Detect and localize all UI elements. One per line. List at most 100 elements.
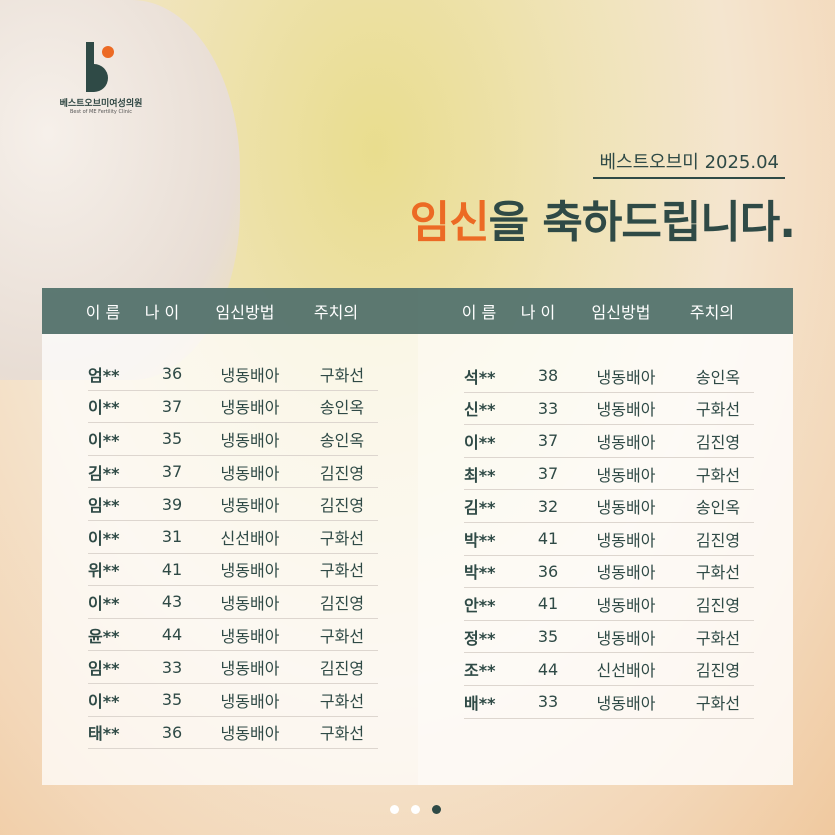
cell-name: 임** xyxy=(88,659,120,679)
cell-age: 37 xyxy=(161,396,183,416)
header-doctor: 주치의 xyxy=(313,303,359,322)
cell-doctor: 김진영 xyxy=(695,530,741,550)
cell-name: 이** xyxy=(88,691,120,711)
cell-method: 냉동배아 xyxy=(596,465,656,485)
cell-age: 35 xyxy=(161,690,183,710)
cell-doctor: 김진영 xyxy=(695,661,741,681)
cell-age: 43 xyxy=(161,592,183,612)
cell-age: 36 xyxy=(161,364,183,384)
table-right: 이 름 나 이 임신방법 주치의 석** 38 냉동배아 송인옥 신** 33 냉동배아 구화… xyxy=(418,288,793,785)
cell-method: 신선배아 xyxy=(596,661,656,681)
cell-doctor: 김진영 xyxy=(695,432,741,452)
table-row: 태** 36 냉동배아 구화선 xyxy=(88,717,378,750)
cell-name: 최** xyxy=(464,465,496,485)
cell-age: 37 xyxy=(537,464,559,484)
table-row: 박** 36 냉동배아 구화선 xyxy=(464,556,754,589)
cell-name: 정** xyxy=(464,628,496,648)
table-header: 이 름 나 이 임신방법 주치의 xyxy=(418,288,793,334)
cell-name: 윤** xyxy=(88,626,120,646)
cell-method: 냉동배아 xyxy=(596,432,656,452)
table-row: 배** 33 냉동배아 구화선 xyxy=(464,686,754,719)
cell-age: 36 xyxy=(537,561,559,581)
pagination-dot[interactable] xyxy=(411,805,420,814)
cell-doctor: 김진영 xyxy=(319,659,365,679)
cell-age: 35 xyxy=(161,429,183,449)
table-row: 신** 33 냉동배아 구화선 xyxy=(464,393,754,426)
cell-method: 신선배아 xyxy=(220,528,280,548)
cell-name: 안** xyxy=(464,595,496,615)
cell-age: 37 xyxy=(161,462,183,482)
cell-method: 냉동배아 xyxy=(220,365,280,385)
cell-doctor: 구화선 xyxy=(319,561,365,581)
pagination xyxy=(390,805,441,814)
cell-name: 임** xyxy=(88,496,120,516)
cell-method: 냉동배아 xyxy=(596,400,656,420)
cell-age: 41 xyxy=(161,559,183,579)
cell-age: 41 xyxy=(537,529,559,549)
cell-name: 이** xyxy=(88,430,120,450)
logo-text-en: Best of ME Fertility Clinic xyxy=(69,109,133,115)
cell-doctor: 김진영 xyxy=(319,593,365,613)
cell-age: 39 xyxy=(161,494,183,514)
cell-age: 33 xyxy=(537,398,559,418)
header-name: 이 름 xyxy=(85,303,121,322)
header-name: 이 름 xyxy=(461,303,497,322)
cell-doctor: 구화선 xyxy=(319,365,365,385)
table-row: 박** 41 냉동배아 김진영 xyxy=(464,523,754,556)
cell-age: 37 xyxy=(537,431,559,451)
title-rest: 을 축하드립니다. xyxy=(488,197,796,248)
table-row: 김** 32 냉동배아 송인옥 xyxy=(464,490,754,523)
cell-doctor: 구화선 xyxy=(319,528,365,548)
cell-method: 냉동배아 xyxy=(220,430,280,450)
pagination-dot[interactable] xyxy=(432,805,441,814)
cell-age: 32 xyxy=(537,496,559,516)
cell-method: 냉동배아 xyxy=(220,724,280,744)
table-row: 임** 33 냉동배아 김진영 xyxy=(88,651,378,684)
table-row: 윤** 44 냉동배아 구화선 xyxy=(88,619,378,652)
cell-age: 33 xyxy=(161,657,183,677)
cell-doctor: 구화선 xyxy=(319,626,365,646)
cell-doctor: 구화선 xyxy=(695,400,741,420)
cell-name: 박** xyxy=(464,530,496,550)
cell-method: 냉동배아 xyxy=(596,693,656,713)
cell-doctor: 송인옥 xyxy=(319,398,365,418)
table-row: 석** 38 냉동배아 송인옥 xyxy=(464,360,754,393)
cell-doctor: 구화선 xyxy=(319,724,365,744)
cell-age: 31 xyxy=(161,527,183,547)
table-row: 이** 43 냉동배아 김진영 xyxy=(88,586,378,619)
cell-doctor: 송인옥 xyxy=(695,498,741,518)
cell-method: 냉동배아 xyxy=(220,463,280,483)
cell-name: 이** xyxy=(88,398,120,418)
cell-method: 냉동배아 xyxy=(220,398,280,418)
cell-name: 엄** xyxy=(88,365,120,385)
cell-name: 이** xyxy=(464,432,496,452)
cell-doctor: 김진영 xyxy=(695,595,741,615)
cell-age: 41 xyxy=(537,594,559,614)
table-left: 이 름 나 이 임신방법 주치의 엄** 36 냉동배아 구화선 이** 37 냉동배아 송인… xyxy=(42,288,418,785)
clinic-logo: 베스트오브미여성의원 Best of ME Fertility Clinic xyxy=(46,42,156,115)
cell-name: 위** xyxy=(88,561,120,581)
table-row: 엄** 36 냉동배아 구화선 xyxy=(88,358,378,391)
cell-doctor: 송인옥 xyxy=(319,430,365,450)
table-row: 이** 35 냉동배아 송인옥 xyxy=(88,423,378,456)
cell-method: 냉동배아 xyxy=(220,659,280,679)
table-row: 이** 37 냉동배아 김진영 xyxy=(464,425,754,458)
pagination-dot[interactable] xyxy=(390,805,399,814)
table-row: 안** 41 냉동배아 김진영 xyxy=(464,588,754,621)
cell-doctor: 구화선 xyxy=(695,563,741,583)
cell-age: 35 xyxy=(537,627,559,647)
table-row: 정** 35 냉동배아 구화선 xyxy=(464,621,754,654)
title-highlight: 임신 xyxy=(409,197,490,248)
header-age: 나 이 xyxy=(520,303,556,322)
cell-doctor: 김진영 xyxy=(319,496,365,516)
cell-method: 냉동배아 xyxy=(220,593,280,613)
cell-age: 44 xyxy=(161,625,183,645)
cell-name: 태** xyxy=(88,724,120,744)
cell-method: 냉동배아 xyxy=(596,367,656,387)
cell-name: 신** xyxy=(464,400,496,420)
cell-method: 냉동배아 xyxy=(596,628,656,648)
cell-name: 석** xyxy=(464,367,496,387)
cell-method: 냉동배아 xyxy=(596,498,656,518)
cell-name: 조** xyxy=(464,661,496,681)
cell-doctor: 구화선 xyxy=(695,465,741,485)
